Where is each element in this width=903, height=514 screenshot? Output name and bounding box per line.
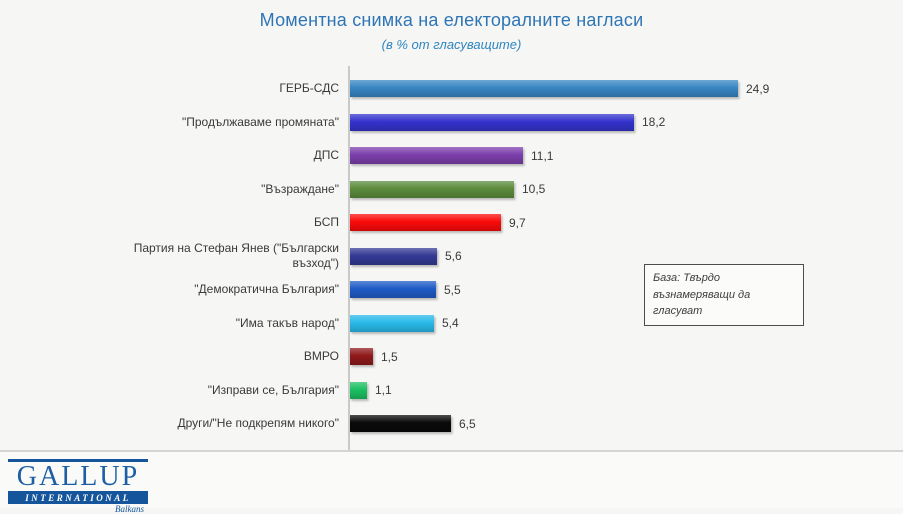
bar [350,381,367,399]
bottom-border-line [0,450,903,452]
bar [350,80,738,98]
logo-balkans-text: Balkans [115,504,144,514]
logo-top-line [8,459,148,462]
value-label: 11,1 [531,148,554,163]
category-label: ВМРО [303,349,339,364]
value-label: 18,2 [642,115,666,130]
category-label: Други/"Не подкрепям никого" [177,416,339,431]
chart-row: "Продължаваме промяната" 18,2 [0,106,903,140]
bar-area: 1,5 [348,340,398,374]
bar-area: 9,7 [348,206,526,240]
bar [350,180,514,198]
chart-row: Партия на Стефан Янев ("Български възход… [0,240,903,274]
value-label: 5,4 [442,316,459,331]
value-label: 1,1 [375,383,392,398]
chart-title: Моментна снимка на електоралните нагласи [259,10,644,30]
value-label: 1,5 [381,349,398,364]
chart-row: "Изправи се, България" 1,1 [0,374,903,408]
chart-row: Други/"Не подкрепям никого" 6,5 [0,407,903,441]
bar-chart: ГЕРБ-СДС 24,9 "Продължаваме промяната" 1… [0,72,903,441]
bar [350,348,373,366]
chart-row: БСП 9,7 [0,206,903,240]
bar-area: 1,1 [348,374,392,408]
chart-row: "Демократична България" 5,5 [0,273,903,307]
bar-area: 11,1 [348,139,553,173]
category-label: "Възраждане" [261,181,339,196]
category-label: ГЕРБ-СДС [279,81,339,96]
bar [350,415,451,433]
chart-row: ДПС 11,1 [0,139,903,173]
bar [350,314,434,332]
bar-area: 5,5 [348,273,461,307]
chart-row: ГЕРБ-СДС 24,9 [0,72,903,106]
value-label: 6,5 [459,416,476,431]
category-label: "Изправи се, България" [207,382,339,397]
value-label: 24,9 [746,81,770,96]
category-label: Партия на Стефан Янев ("Български възход… [133,241,339,271]
value-label: 10,5 [522,182,546,197]
category-label: "Продължаваме промяната" [181,114,339,129]
bar [350,147,523,165]
base-note-box: База: Твърдо възнамеряващи да гласуват [644,264,804,326]
category-label: "Има такъв народ" [235,315,339,330]
bar-area: 24,9 [348,72,769,106]
value-label: 5,6 [445,249,462,264]
bar-area: 6,5 [348,407,476,441]
gallup-logo: GALLUP INTERNATIONAL Balkans [8,459,148,514]
category-label: "Демократична България" [194,282,339,297]
category-axis-line [348,66,350,450]
bar-area: 18,2 [348,106,665,140]
chart-subtitle: (в % от гласуващите) [381,37,522,52]
footer-background [0,452,903,508]
logo-international-band: INTERNATIONAL [8,491,148,504]
bar [350,247,437,265]
chart-row: ВМРО 1,5 [0,340,903,374]
bar [350,281,436,299]
chart-row: "Възраждане" 10,5 [0,173,903,207]
category-label: БСП [313,215,339,230]
logo-gallup-text: GALLUP [16,461,140,492]
chart-row: "Има такъв народ" 5,4 [0,307,903,341]
value-label: 5,5 [444,282,461,297]
bar-area: 10,5 [348,173,545,207]
bar [350,214,501,232]
category-label: ДПС [313,148,339,163]
bar [350,113,634,131]
bar-area: 5,6 [348,240,462,274]
value-label: 9,7 [509,215,526,230]
bar-area: 5,4 [348,307,459,341]
